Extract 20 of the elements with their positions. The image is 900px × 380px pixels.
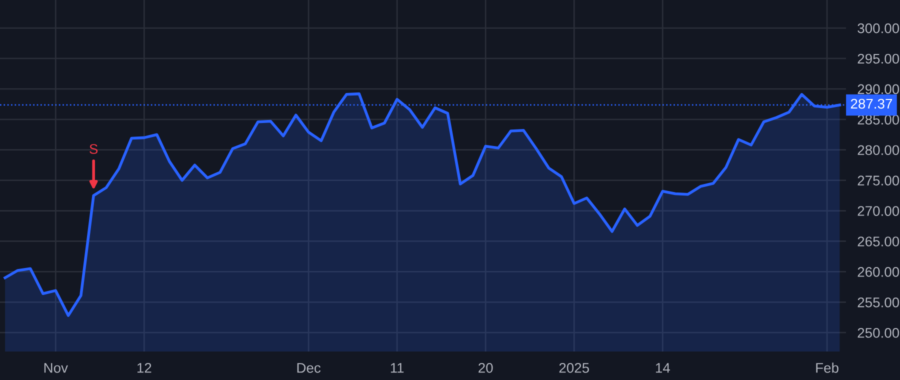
- y-tick-label: 270.00: [858, 206, 900, 216]
- x-tick-label: Feb: [816, 362, 838, 373]
- y-tick-label: 280.00: [858, 145, 900, 156]
- annotation: S: [90, 144, 98, 154]
- y-tick-label: 265.00: [858, 236, 900, 246]
- y-tick-label: 260.00: [858, 267, 900, 277]
- ref-line-label: 287.37: [850, 98, 892, 109]
- x-tick-label: 14: [656, 363, 670, 373]
- y-tick-label: 300.00: [858, 23, 900, 34]
- x-tick-label: 11: [390, 363, 404, 373]
- y-tick-label: 290.00: [858, 84, 900, 94]
- y-tick-label: 295.00: [858, 54, 900, 64]
- x-tick-label: 12: [137, 362, 152, 373]
- y-tick-label: 255.00: [858, 297, 900, 308]
- x-tick-label: 2025: [559, 362, 589, 373]
- x-tick-label: Dec: [297, 363, 321, 373]
- y-tick-label: 250.00: [858, 328, 900, 338]
- x-tick-label: 20: [478, 362, 493, 373]
- y-tick-label: 275.00: [858, 176, 900, 186]
- x-tick-label: Nov: [44, 363, 68, 373]
